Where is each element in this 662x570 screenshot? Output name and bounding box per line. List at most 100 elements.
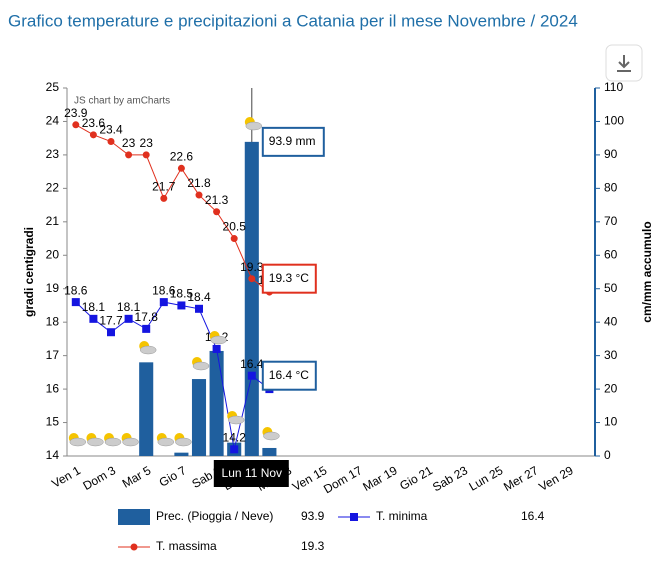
cloud: [175, 437, 192, 447]
data-label: 19.3: [240, 260, 264, 274]
cloud: [263, 431, 280, 441]
data-label: 21.3: [205, 193, 229, 207]
point: [159, 298, 168, 307]
point: [72, 121, 80, 129]
legend-swatch: [350, 513, 358, 521]
weather-icon: [192, 357, 210, 371]
y2-tick-label: 10: [604, 415, 618, 429]
x-tick-label: Mar 5: [120, 463, 154, 491]
weather-icon: [209, 331, 227, 345]
x-tick-label: Sab 23: [430, 463, 470, 494]
x-tick-label: Mar 19: [360, 463, 400, 494]
data-label: 20.5: [223, 220, 247, 234]
data-label: 21.8: [187, 176, 211, 190]
point: [212, 344, 221, 353]
legend-value: 19.3: [301, 539, 325, 553]
y-axis-label: gradi centigradi: [22, 227, 36, 317]
balloon-label: 19.3 °C: [269, 271, 309, 285]
y2-tick-label: 20: [604, 381, 618, 395]
cloud: [192, 361, 210, 371]
y2-tick-label: 110: [604, 80, 623, 94]
data-label: 22.6: [170, 149, 194, 163]
data-label: 18.1: [117, 300, 141, 314]
cloud: [104, 437, 122, 447]
balloon: [261, 360, 317, 391]
y2-tick-label: 50: [604, 281, 618, 295]
bar: [244, 141, 259, 456]
legend-label: T. minima: [376, 509, 428, 523]
legend-value: 93.9: [301, 509, 325, 523]
weather-icon: [156, 433, 175, 447]
y-tick-label: 25: [46, 80, 60, 94]
legend-swatch: [130, 543, 138, 551]
cloud: [122, 437, 139, 447]
y2-axis-label: cm/mm accumulo: [640, 221, 654, 322]
weather-icon: [227, 411, 245, 425]
cloud: [227, 415, 245, 425]
credit: JS chart by amCharts: [74, 96, 170, 107]
bar: [174, 452, 189, 456]
point: [230, 445, 239, 454]
y-tick-label: 17: [46, 348, 60, 362]
tooltip-title: Lun 11 Nov: [222, 466, 283, 480]
data-label: 21.7: [152, 180, 176, 194]
y2-tick-label: 70: [604, 214, 618, 228]
y-tick-label: 15: [46, 415, 60, 429]
point: [107, 138, 115, 146]
point: [125, 151, 133, 159]
point: [107, 328, 115, 337]
chart-title: Grafico temperature e precipitazioni a C…: [8, 11, 578, 30]
data-label: 17.8: [135, 310, 159, 324]
x-tick-label: Ven 1: [49, 463, 83, 491]
point: [230, 235, 238, 243]
y-tick-label: 23: [46, 147, 60, 161]
cloud: [87, 437, 104, 447]
point: [213, 208, 221, 216]
data-label: 18.4: [187, 290, 211, 304]
data-label: 18.1: [82, 300, 106, 314]
bar: [139, 362, 154, 456]
weather-icon: [174, 433, 192, 447]
balloon-label: 93.9 mm: [269, 134, 316, 148]
y-tick-label: 14: [46, 448, 60, 462]
weather-icon: [104, 433, 122, 447]
data-label: 16.4: [240, 357, 264, 371]
y-tick-label: 19: [46, 281, 60, 295]
data-label: 23: [140, 136, 154, 150]
point: [177, 164, 185, 172]
point: [71, 298, 80, 307]
data-label: 14.2: [223, 430, 247, 444]
data-label: 18.6: [64, 283, 88, 297]
cloud: [139, 345, 157, 355]
point: [124, 314, 133, 323]
y2-tick-label: 0: [604, 448, 611, 462]
x-tick-label: Ven 29: [536, 463, 576, 494]
x-tick-label: Dom 17: [321, 463, 365, 496]
data-label: 23.6: [82, 116, 106, 130]
balloon-label: 16.4 °C: [269, 368, 309, 382]
y2-tick-label: 40: [604, 314, 618, 328]
y-tick-label: 20: [46, 247, 60, 261]
point: [247, 371, 256, 380]
data-label: 18.5: [170, 287, 194, 301]
bar: [209, 350, 224, 456]
point: [142, 151, 150, 159]
data-label: 23: [122, 136, 136, 150]
point: [160, 194, 168, 202]
weather-icon: [139, 341, 157, 355]
cloud: [245, 121, 263, 131]
tooltip-box: [213, 460, 289, 487]
data-label: 23.9: [64, 106, 88, 120]
y2-tick-label: 80: [604, 181, 618, 195]
bar: [262, 447, 277, 456]
download-button[interactable]: [605, 44, 643, 82]
data-label: 17.7: [99, 313, 123, 327]
y-tick-label: 21: [46, 214, 60, 228]
bar: [191, 379, 207, 456]
y2-tick-label: 100: [604, 114, 624, 128]
y2-tick-label: 60: [604, 247, 618, 261]
point: [89, 131, 97, 139]
y2-tick-label: 90: [604, 147, 618, 161]
y-tick-label: 16: [46, 381, 60, 395]
